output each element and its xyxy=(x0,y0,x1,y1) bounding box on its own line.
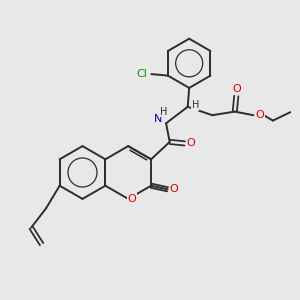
Text: Cl: Cl xyxy=(136,69,147,79)
Text: O: O xyxy=(170,184,178,194)
Text: O: O xyxy=(256,110,264,120)
Text: N: N xyxy=(154,114,162,124)
Text: O: O xyxy=(232,84,241,94)
Text: H: H xyxy=(160,107,167,117)
Text: O: O xyxy=(128,194,136,204)
Text: O: O xyxy=(186,138,195,148)
Text: H: H xyxy=(191,100,199,110)
